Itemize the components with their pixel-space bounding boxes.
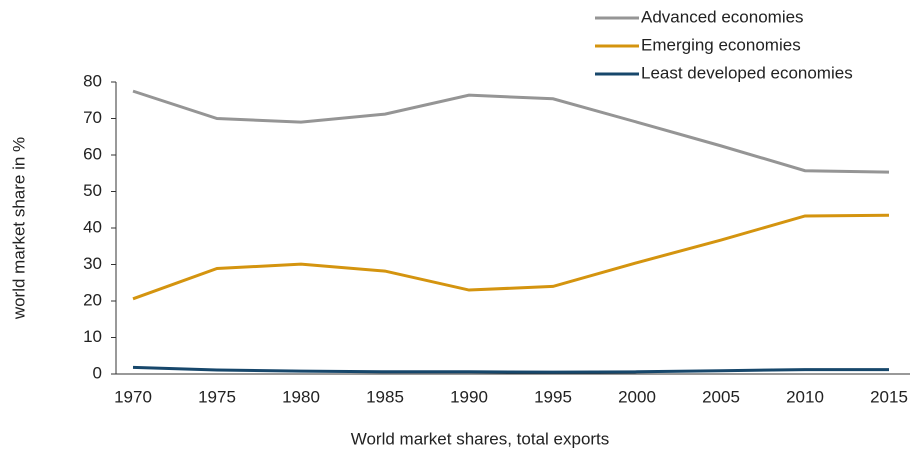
x-axis-title: World market shares, total exports bbox=[351, 429, 610, 448]
legend-label: Least developed economies bbox=[641, 63, 853, 82]
x-tick-label: 1995 bbox=[534, 387, 572, 406]
y-axis-title: world market share in % bbox=[9, 137, 28, 320]
x-tick-label: 1975 bbox=[198, 387, 236, 406]
x-tick-label: 1970 bbox=[114, 387, 152, 406]
y-tick-label: 80 bbox=[83, 71, 102, 90]
y-tick-label: 10 bbox=[83, 327, 102, 346]
x-tick-label: 1985 bbox=[366, 387, 404, 406]
x-tick-label: 1990 bbox=[450, 387, 488, 406]
x-tick-label: 2000 bbox=[618, 387, 656, 406]
legend-label: Emerging economies bbox=[641, 35, 801, 54]
x-tick-label: 2005 bbox=[702, 387, 740, 406]
series-line bbox=[132, 89, 890, 174]
y-tick-label: 70 bbox=[83, 108, 102, 127]
x-tick-label: 2015 bbox=[870, 387, 908, 406]
y-tick-label: 60 bbox=[83, 144, 102, 163]
y-tick-label: 20 bbox=[83, 290, 102, 309]
x-tick-label: 2010 bbox=[786, 387, 824, 406]
y-tick-label: 40 bbox=[83, 217, 102, 236]
x-tick-label: 1980 bbox=[282, 387, 320, 406]
series-line bbox=[132, 213, 890, 301]
y-tick-label: 50 bbox=[83, 181, 102, 200]
y-tick-label: 0 bbox=[93, 363, 102, 382]
legend-label: Advanced economies bbox=[641, 7, 804, 26]
series-line bbox=[132, 365, 889, 374]
y-tick-label: 30 bbox=[83, 254, 102, 273]
